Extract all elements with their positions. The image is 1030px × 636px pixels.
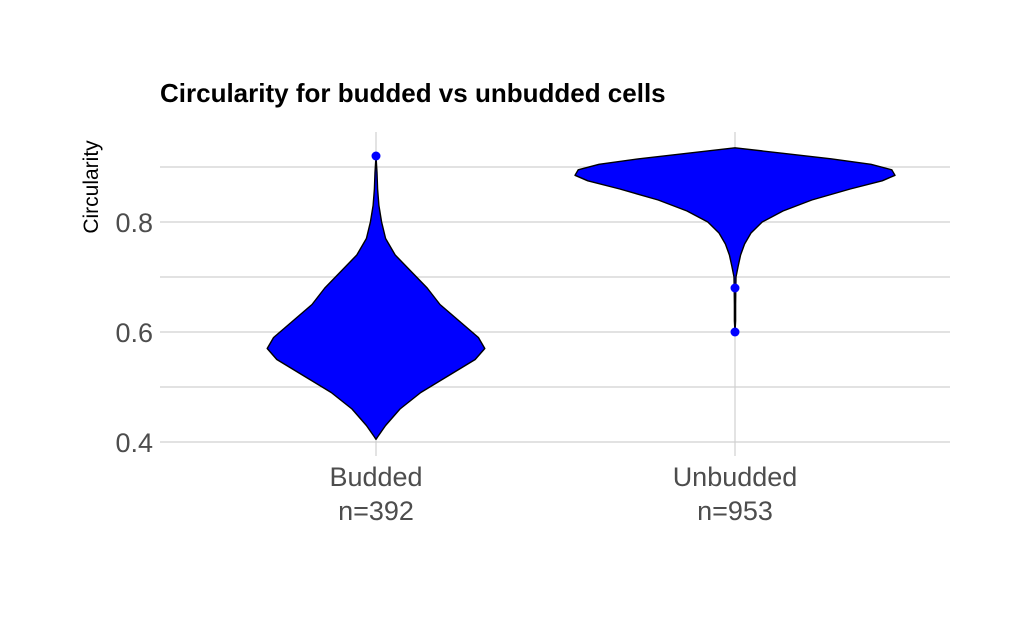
y-tick-label: 0.8 <box>115 208 153 238</box>
y-axis-label: Circularity <box>80 140 103 234</box>
violin-budded <box>266 155 486 440</box>
violin-layer <box>266 147 896 440</box>
x-tick-count-label: n=953 <box>697 496 773 526</box>
x-tick-label: Budded <box>329 462 422 492</box>
outlier-point <box>730 327 740 337</box>
outlier-point <box>371 151 381 161</box>
x-tick-count-label: n=392 <box>338 496 414 526</box>
y-tick-label: 0.6 <box>115 318 153 348</box>
y-axis: Circularity 0.4 0.6 0.8 <box>80 140 153 458</box>
outlier-point <box>730 283 740 293</box>
chart-title: Circularity for budded vs unbudded cells <box>160 78 666 108</box>
x-axis: Budded n=392 Unbudded n=953 <box>329 462 797 526</box>
y-tick-label: 0.4 <box>115 428 153 458</box>
x-tick-label: Unbudded <box>673 462 798 492</box>
violin-unbudded <box>574 147 896 333</box>
